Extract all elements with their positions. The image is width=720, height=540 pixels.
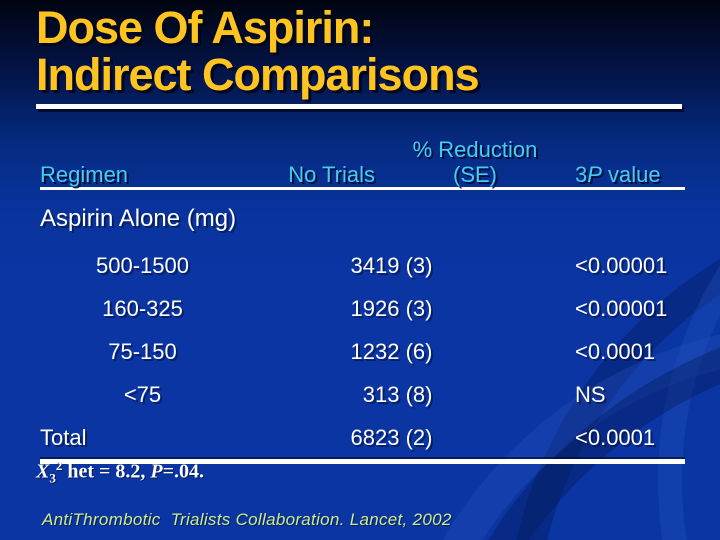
header-regimen: Regimen bbox=[40, 120, 245, 190]
cell-p-value: NS bbox=[575, 381, 606, 407]
header-p-value: 3P value bbox=[575, 120, 685, 190]
cell-reduction-se: 13 (8) bbox=[375, 381, 433, 407]
table-row: 500-1500 34 19 (3) <0.00001 bbox=[40, 244, 685, 287]
title-line-1: Dose Of Aspirin: bbox=[36, 2, 374, 53]
header-no-trials: No Trials bbox=[245, 120, 375, 190]
cell-reduction-se: 26 (3) bbox=[375, 295, 433, 321]
header-reduction-se: % Reduction (SE) bbox=[375, 120, 575, 190]
cell-total-p-value: <0.0001 bbox=[575, 416, 685, 464]
table-row: 75-150 12 32 (6) <0.0001 bbox=[40, 330, 685, 373]
chi-square-footnote: X32 het = 8.2, P=.04. bbox=[36, 458, 205, 486]
title-underline bbox=[36, 104, 682, 109]
cell-regimen: <75 bbox=[123, 381, 162, 407]
cell-p-value: <0.00001 bbox=[575, 295, 668, 321]
section-row: Aspirin Alone (mg) bbox=[40, 189, 685, 245]
cell-no-trials: 12 bbox=[350, 338, 375, 364]
title-line-2: Indirect Comparisons bbox=[36, 49, 480, 100]
table-row: <75 3 13 (8) NS bbox=[40, 373, 685, 416]
source-citation: AntiThrombotic Trialists Collaboration. … bbox=[42, 510, 452, 529]
cell-regimen: 160-325 bbox=[102, 295, 183, 321]
header-reduction-line2: (SE) bbox=[453, 162, 497, 187]
comparison-table: Regimen No Trials % Reduction (SE) 3P va… bbox=[40, 120, 685, 464]
table-header-row: Regimen No Trials % Reduction (SE) 3P va… bbox=[40, 120, 685, 190]
cell-no-trials: 34 bbox=[350, 252, 375, 278]
cell-no-trials: 3 bbox=[362, 381, 375, 407]
section-label: Aspirin Alone (mg) bbox=[40, 205, 237, 232]
cell-regimen: 75-150 bbox=[108, 338, 177, 364]
header-reduction-line1: % Reduction bbox=[412, 137, 538, 162]
cell-p-value: <0.00001 bbox=[575, 252, 668, 278]
cell-no-trials: 19 bbox=[350, 295, 375, 321]
cell-p-value: <0.0001 bbox=[575, 338, 656, 364]
cell-regimen: 500-1500 bbox=[96, 252, 189, 278]
total-row: Total 68 23 (2) <0.0001 bbox=[40, 416, 685, 464]
cell-total-no-trials: 68 bbox=[245, 416, 375, 464]
slide-title: Dose Of Aspirin: Indirect Comparisons bbox=[36, 2, 480, 100]
cell-reduction-se: 19 (3) bbox=[375, 252, 433, 278]
cell-reduction-se: 32 (6) bbox=[375, 338, 433, 364]
cell-total-reduction-se: 23 (2) bbox=[375, 416, 575, 464]
table-row: 160-325 19 26 (3) <0.00001 bbox=[40, 287, 685, 330]
cell-total-label: Total bbox=[40, 416, 245, 464]
